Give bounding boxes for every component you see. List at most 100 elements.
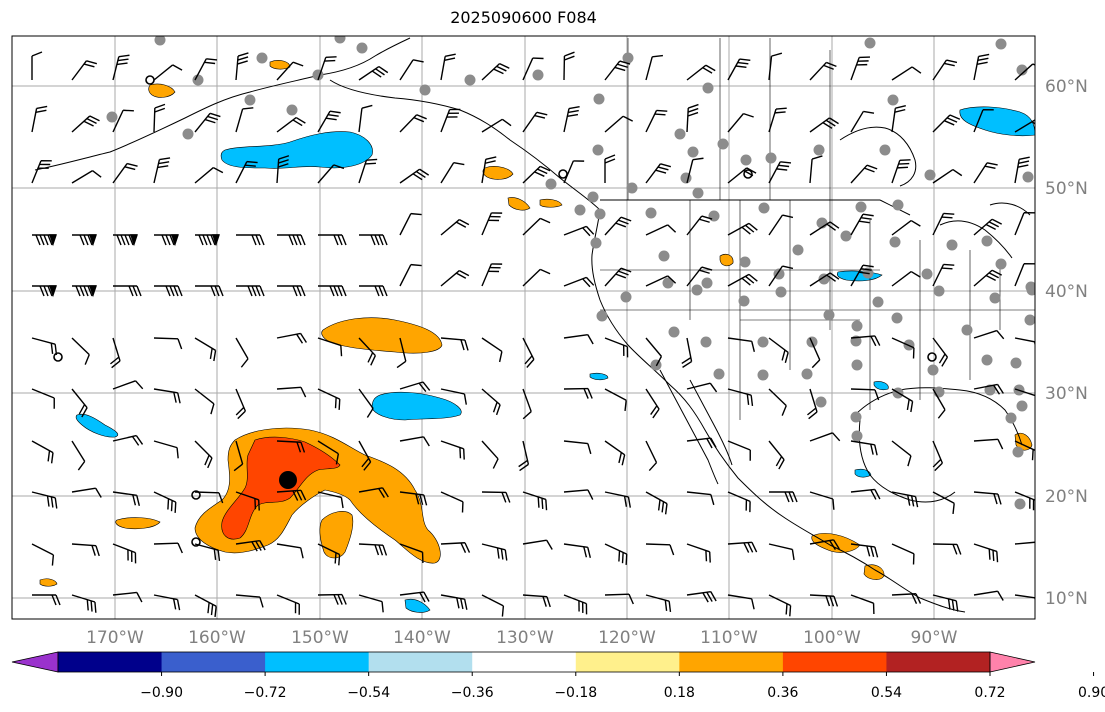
wind-barb (563, 387, 593, 399)
negative-anomaly-region (589, 372, 609, 381)
wind-barb (604, 593, 634, 605)
wind-barb (932, 440, 944, 472)
wind-barb (522, 594, 551, 608)
station-marker (757, 336, 769, 348)
wind-barb (481, 156, 497, 184)
negative-anomaly-region (959, 106, 1035, 137)
wind-barb (481, 440, 499, 469)
wind-barb (112, 591, 143, 603)
negative-anomaly-region (371, 391, 462, 421)
colorbar (11, 651, 1036, 673)
wind-barb (481, 543, 508, 561)
calm-marker (191, 490, 201, 500)
wind-barb (276, 543, 304, 559)
calm-marker (53, 352, 63, 362)
wind-barb (233, 440, 244, 472)
wind-barb (71, 60, 98, 81)
wind-barb (850, 488, 881, 500)
wind-barb (932, 212, 955, 236)
wind-barb (31, 105, 48, 133)
station-marker (1016, 64, 1028, 76)
station-marker (823, 309, 835, 321)
wind-barb (681, 337, 693, 368)
wind-barb (32, 285, 57, 298)
wind-barb (727, 594, 755, 610)
wind-barb (604, 337, 629, 358)
wind-barb (563, 333, 594, 345)
station-marker (592, 144, 604, 156)
colorbar-min-extension (11, 651, 59, 673)
wind-barb (276, 594, 300, 615)
longitude-tick-label: 90°W (911, 628, 958, 648)
wind-barb (563, 51, 575, 81)
colorbar-max-extension (989, 651, 1036, 673)
longitude-tick-label: 160°W (188, 628, 246, 648)
station-marker (106, 111, 118, 123)
wind-barb (768, 265, 794, 287)
wind-barb (71, 388, 88, 418)
wind-barb (317, 440, 340, 465)
wind-barb (112, 162, 138, 184)
wind-barb (1014, 119, 1035, 133)
wind-barb (71, 487, 102, 498)
longitude-tick-label: 130°W (496, 628, 554, 648)
wind-barb (358, 388, 374, 418)
wind-barb (358, 158, 378, 184)
wind-barb (235, 388, 247, 420)
wind-barb (522, 491, 548, 511)
station-marker (662, 277, 674, 289)
wind-barb (317, 56, 337, 81)
wind-barb (604, 154, 616, 183)
wind-barb (850, 543, 879, 558)
wind-barb (686, 437, 717, 449)
wind-barb (727, 222, 758, 236)
wind-barb (809, 117, 839, 133)
wind-barb (932, 168, 963, 184)
wind-barb (318, 285, 347, 297)
wind-barb (1014, 156, 1030, 184)
wind-barb (727, 167, 757, 184)
wind-barb (71, 440, 86, 471)
wind-barb (113, 285, 142, 297)
wind-barb (768, 543, 795, 561)
station-marker (739, 256, 751, 268)
wind-barb (768, 214, 794, 236)
wind-barb (1014, 63, 1035, 81)
wind-barb (399, 543, 424, 563)
wind-barb (1014, 212, 1035, 236)
wind-barb (563, 160, 585, 184)
wind-barb (973, 269, 1003, 287)
wind-barb (727, 58, 751, 81)
wind-barb (727, 273, 758, 287)
latitude-tick-label: 50°N (1045, 179, 1088, 199)
station-marker (334, 36, 346, 44)
wind-barb (891, 491, 919, 508)
wind-barb (440, 440, 465, 460)
wind-barb (563, 276, 595, 288)
wind-barb (768, 107, 787, 133)
wind-barb (686, 103, 699, 133)
wind-barb (31, 51, 43, 80)
wind-barb (686, 215, 713, 236)
station-marker (593, 93, 605, 105)
wind-barb (110, 337, 121, 369)
station-marker (708, 210, 720, 222)
strong-positive-anomaly-region (221, 436, 341, 540)
wind-barb (809, 539, 840, 551)
station-marker (668, 326, 680, 338)
wind-barb (850, 164, 878, 184)
graticule (12, 36, 1035, 619)
wind-barb (317, 388, 341, 410)
wind-barb (71, 594, 97, 613)
wind-barb (31, 388, 55, 409)
wind-barb (194, 58, 218, 81)
station-marker (1005, 412, 1017, 424)
wind-barb (973, 438, 1004, 450)
colorbar-tick-label: 0.54 (871, 685, 902, 701)
wind-barb (645, 275, 677, 287)
latitude-tick-label: 40°N (1045, 282, 1088, 302)
station-marker (738, 295, 750, 307)
wind-barb (318, 234, 347, 246)
wind-barb (112, 109, 134, 133)
colorbar-segment (58, 652, 163, 672)
